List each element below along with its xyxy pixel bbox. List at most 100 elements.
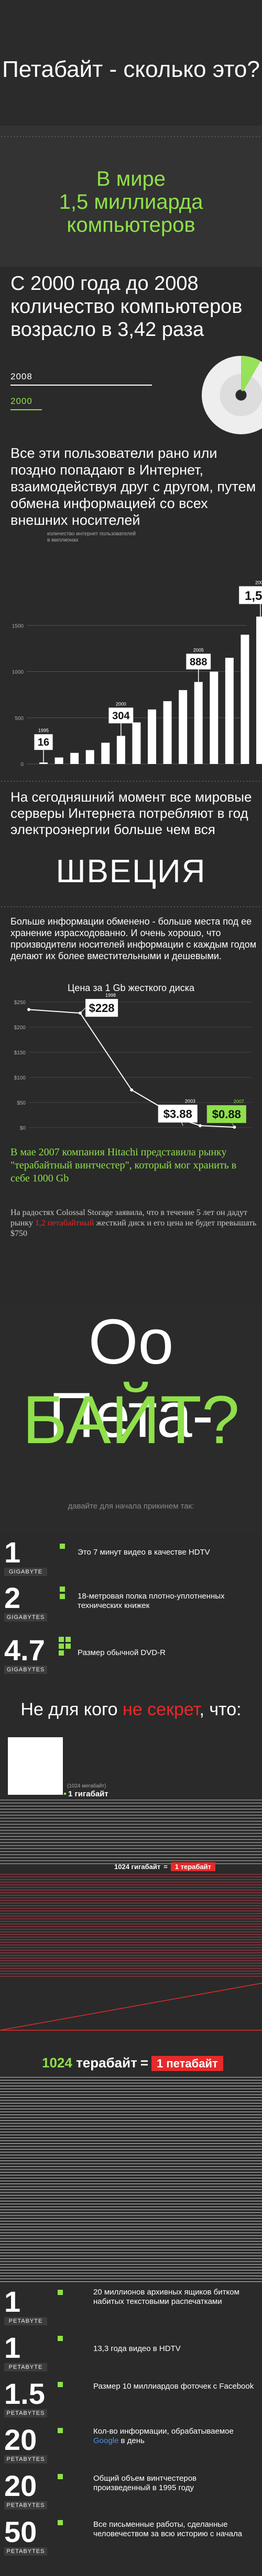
colossal-text-a: На радостях Colossal Storage заявила, чт… — [10, 1208, 247, 1228]
bar — [225, 658, 234, 764]
disc-hole — [237, 391, 245, 399]
bar — [85, 750, 94, 764]
green-square — [59, 1644, 64, 1649]
price-point — [27, 1008, 30, 1011]
gb-row-text: Размер обычной DVD-R — [78, 1648, 166, 1657]
callout-box — [85, 999, 118, 1017]
badge-number: 1 — [4, 1536, 21, 1569]
secret-post: , что: — [199, 1700, 242, 1719]
bar — [256, 616, 262, 764]
dotted-divider — [0, 135, 262, 138]
price-chart: $250 $200 $150 $100 $50 $0 1998 $228 2003 $3.88 20… — [14, 993, 252, 1131]
y-tick-label: $100 — [14, 1075, 26, 1081]
eq1-right: 1 терабайт — [170, 1862, 216, 1871]
bar — [163, 701, 172, 764]
country-name: ШВЕЦИЯ — [56, 853, 206, 890]
pb-row-text: Кол-во информации, обрабатываемое Google… — [93, 2427, 250, 2446]
callout-value: 888 — [190, 656, 207, 668]
green-square — [58, 2428, 63, 2433]
bar — [194, 682, 203, 764]
callout-year: 1998 — [105, 993, 116, 998]
pb-badge: 20 PETABYTES — [4, 2471, 47, 2510]
secret-red: не секрет — [123, 1700, 200, 1719]
price-point — [130, 1088, 134, 1092]
year-2000-bar — [10, 409, 42, 410]
green-square — [58, 2336, 63, 2341]
price-point — [198, 1124, 202, 1128]
green-square — [58, 2474, 63, 2479]
badge-unit: PETABYTES — [4, 2409, 47, 2417]
pb-row-text: Размер 10 миллиардов фоточек с Facebook — [93, 2382, 254, 2391]
colossal-text-b: жесткий диск и его цена не будет превыша… — [10, 1219, 257, 1238]
colossal-red: 1,2 петабайтный — [35, 1219, 94, 1228]
callout-value: $228 — [89, 1002, 115, 1015]
gigabyte-rows: 1 GIGABYTE Это 7 минут видео в качестве … — [0, 1533, 262, 1690]
callout-value: 1,596 — [245, 589, 262, 603]
secret-pre: Не для кого — [20, 1700, 118, 1719]
badge-unit: PETABYTE — [4, 2363, 47, 2371]
year-2008-label: 2008 — [10, 372, 32, 381]
y-tick-label: 0 — [20, 762, 24, 768]
pb-badge: 1.5 PETABYTES — [4, 2379, 47, 2417]
world-text: В мире 1,5 миллиарда компьютеров — [0, 167, 262, 237]
gb-row-text: 18-метровая полка плотно-уплотненных тех… — [78, 1592, 225, 1610]
eq2-right: 1 петабайт — [151, 2056, 223, 2071]
green-marker — [64, 1793, 66, 1795]
pb-badge: 20 PETABYTES — [4, 2425, 47, 2463]
energy-text: На сегодняшний момент все мировые сервер… — [10, 789, 252, 837]
pb-row-text: 20 миллионов архивных ящиков битком наби… — [93, 2288, 239, 2306]
pb-badge: 50 PETABYTES — [4, 2517, 47, 2556]
callout-year: 2000 — [116, 701, 126, 706]
page-title: Петабайт - сколько это? — [2, 57, 260, 82]
badge-number: 50 — [4, 2515, 37, 2548]
callout-box — [108, 707, 134, 724]
y-tick-label: $50 — [17, 1100, 26, 1106]
eq2-left: 1024 — [42, 2055, 72, 2071]
secret-section: Не для кого не секрет, что: (1024 мегаба… — [0, 1690, 262, 2287]
badge-number: 2 — [4, 1581, 21, 1614]
callout-box — [239, 586, 262, 604]
peta-section: Оо Пета- БАЙТ? давайте для начала прикин… — [0, 1303, 262, 1533]
tb-equation: 1024 гигабайт = 1 терабайт — [114, 1862, 216, 1871]
price-line — [28, 1009, 235, 1128]
green-square — [59, 1650, 64, 1656]
badge-number: 1 — [4, 2287, 21, 2318]
badge-unit: PETABYTES — [4, 2547, 47, 2556]
colossal-text: На радостях Colossal Storage заявила, чт… — [10, 1208, 257, 1239]
users-chart: 1500 1000 500 0 1995 16 2000 304 2005 888 2009 1,59… — [12, 580, 262, 768]
price-section: Больше информации обменено - больше мест… — [0, 905, 262, 1303]
badge-unit: GIGABYTES — [4, 1666, 47, 1674]
badge-unit: PETABYTES — [4, 2501, 47, 2510]
eq2-sign: = — [140, 2055, 149, 2071]
badge-number: 1 — [4, 2331, 21, 2364]
callout-year: 2003 — [185, 1098, 195, 1104]
callout-line — [80, 1007, 86, 1014]
green-square — [66, 1637, 71, 1642]
badge-unit: PETABYTES — [4, 2455, 47, 2463]
energy-section: На сегодняшний момент все мировые сервер… — [0, 780, 262, 905]
badge-number: 20 — [4, 2469, 37, 2502]
y-tick-label: 500 — [15, 716, 24, 722]
y-tick-label: 1000 — [12, 670, 24, 676]
pb-row-text-b: в день — [121, 2436, 145, 2445]
callout-year: 2007 — [234, 1099, 244, 1104]
gb-row: 2 GIGABYTES 18-метровая полка плотно-упл… — [0, 1580, 262, 1627]
pb-badge: 1 PETABYTE — [4, 2333, 47, 2371]
gb-badge: 2 GIGABYTES — [4, 1583, 47, 1622]
pb-badge: 1 PETABYTE — [4, 2287, 47, 2325]
dotted-divider — [0, 780, 262, 783]
megabyte-note: (1024 мегабайт) — [67, 1783, 106, 1789]
secret-heading: Не для кого не секрет, что: — [0, 1700, 262, 1720]
bar — [101, 743, 110, 764]
green-square — [58, 2290, 63, 2295]
y-tick-label: $200 — [14, 1025, 26, 1031]
world-section: В мире 1,5 миллиарда компьютеров — [0, 126, 262, 267]
price-text: Больше информации обменено - больше мест… — [10, 916, 257, 961]
growth-text: С 2000 года до 2008 количество компьютер… — [10, 273, 243, 341]
peta-heading-2: БАЙТ? — [22, 1381, 240, 1458]
callout-box — [34, 734, 53, 750]
pb-row-text-a: Кол-во информации, обрабатываемое — [93, 2427, 234, 2436]
bar — [241, 634, 249, 764]
callout-box — [186, 654, 211, 670]
bar — [39, 762, 48, 764]
